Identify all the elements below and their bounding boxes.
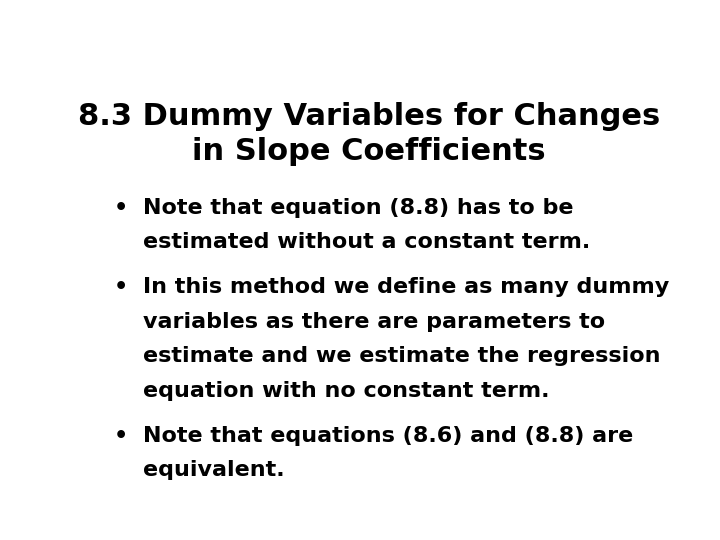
Text: •: • [114, 277, 128, 298]
Text: In this method we define as many dummy: In this method we define as many dummy [143, 277, 670, 298]
Text: estimate and we estimate the regression: estimate and we estimate the regression [143, 346, 660, 366]
Text: estimated without a constant term.: estimated without a constant term. [143, 232, 590, 252]
Text: Note that equations (8.6) and (8.8) are: Note that equations (8.6) and (8.8) are [143, 426, 634, 446]
Text: •: • [114, 426, 128, 446]
Text: •: • [114, 198, 128, 218]
Text: equation with no constant term.: equation with no constant term. [143, 381, 549, 401]
Text: 8.3 Dummy Variables for Changes
in Slope Coefficients: 8.3 Dummy Variables for Changes in Slope… [78, 102, 660, 166]
Text: equivalent.: equivalent. [143, 460, 284, 480]
Text: variables as there are parameters to: variables as there are parameters to [143, 312, 605, 332]
Text: Note that equation (8.8) has to be: Note that equation (8.8) has to be [143, 198, 574, 218]
